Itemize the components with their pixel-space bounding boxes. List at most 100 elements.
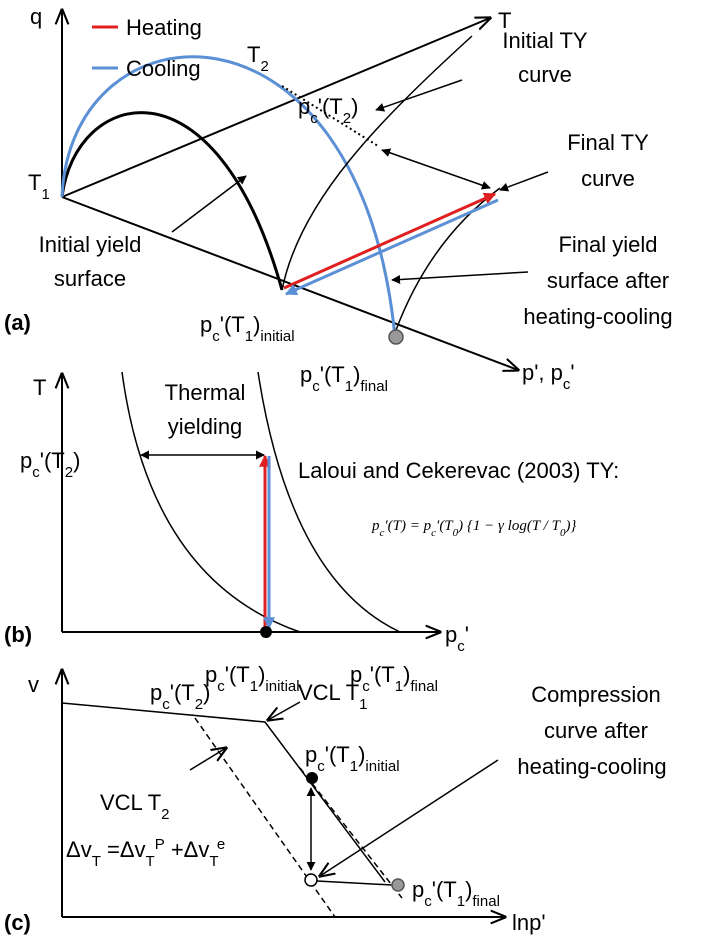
label: curve after <box>544 718 648 743</box>
dashed-line <box>299 767 403 899</box>
text-part: p <box>305 742 317 767</box>
ty-curve-initial <box>121 371 301 633</box>
text-part: 2 <box>260 58 268 75</box>
text-part: p <box>20 448 32 473</box>
text-part: 2 <box>161 806 169 823</box>
heating-arrow <box>283 192 497 290</box>
text-part: '(T <box>40 448 65 473</box>
text-part: p <box>350 662 362 687</box>
label: Thermal <box>165 380 246 405</box>
label: heating-cooling <box>517 754 666 779</box>
text-part: '(T <box>432 877 457 902</box>
text-part: VCL T <box>298 680 359 705</box>
label: surface after <box>547 268 669 293</box>
text-part: ) <box>358 742 365 767</box>
text-part: ′(T <box>436 518 454 534</box>
panel-letter: (c) <box>4 910 31 935</box>
text-part: c <box>563 376 571 393</box>
text-part: c <box>380 527 385 539</box>
text-part: p <box>200 312 212 337</box>
double-arrow <box>381 148 491 190</box>
text-part: c <box>424 893 432 910</box>
text-part: p', p <box>522 360 563 385</box>
text-part: ) <box>403 662 410 687</box>
pointer <box>499 171 549 192</box>
final-point <box>391 878 405 892</box>
text-part: ) <box>353 362 360 387</box>
text-part: p <box>371 518 380 534</box>
text-part: c <box>362 678 370 695</box>
text-part: 2 <box>65 464 73 481</box>
text-part: VCL T <box>100 790 161 815</box>
pointer <box>189 748 226 771</box>
text-part: T <box>247 42 260 67</box>
text-part: 0 <box>453 527 459 539</box>
open-point <box>304 873 318 887</box>
text-part: '(T <box>325 742 350 767</box>
pointer <box>171 175 247 233</box>
label: heating-cooling <box>523 304 672 329</box>
label: pc'(T2) <box>298 94 358 127</box>
panel-letter: (b) <box>4 622 32 647</box>
text-part: p <box>150 680 162 705</box>
initial-yield-surface <box>60 111 284 291</box>
final-point <box>388 329 404 345</box>
text-part: P <box>155 836 165 853</box>
text-part: 2 <box>343 110 351 127</box>
text-part: 1 <box>345 378 353 395</box>
cooling-arrow <box>284 198 499 296</box>
text-part: p <box>412 877 424 902</box>
text-part: 2 <box>195 696 203 713</box>
text-part: T <box>28 170 41 195</box>
text-part: ) <box>73 448 80 473</box>
text-part: '(T <box>320 362 345 387</box>
text-part: c <box>32 464 40 481</box>
point <box>260 626 272 638</box>
label: Initial yield <box>39 232 142 257</box>
pointer <box>375 79 463 112</box>
text-part: 1 <box>245 328 253 345</box>
text-part: c <box>457 638 465 655</box>
text-part: c <box>317 758 325 775</box>
panel-letter: (a) <box>4 310 31 335</box>
axis-label: T <box>33 375 46 400</box>
text-part: c <box>310 110 318 127</box>
label: Final TY <box>567 130 649 155</box>
text-part: 1 <box>41 186 49 203</box>
text-part: T <box>92 853 101 870</box>
label: curve <box>581 166 635 191</box>
text-part: =Δv <box>101 837 146 862</box>
pointer <box>320 759 499 876</box>
label: pc'(T1)initial <box>305 742 400 775</box>
label: pc'(T1)final <box>300 362 388 395</box>
text-part: c <box>312 378 320 395</box>
reference: Laloui and Cekerevac (2003) TY: <box>298 458 619 483</box>
text-part: ' <box>570 360 574 385</box>
text-part: '(T <box>220 312 245 337</box>
label: pc'(T1)final <box>350 662 438 695</box>
dotted-line <box>281 85 379 147</box>
text-part: ' <box>465 622 469 647</box>
text-part: p <box>298 94 310 119</box>
pointer <box>391 271 529 285</box>
axis-label: p', pc' <box>522 360 575 393</box>
label: T1 <box>28 170 50 203</box>
text-part: initial <box>260 328 294 345</box>
legend-label: Cooling <box>126 56 201 81</box>
text-part: +Δv <box>165 837 210 862</box>
label: Final yield <box>558 232 657 257</box>
label: yielding <box>168 414 243 439</box>
label: pc'(T1)initial <box>205 662 300 695</box>
label: Initial TY <box>502 28 588 53</box>
panel-a: q T p', pc' Heating Cooling T1 T2 pc'(T2… <box>4 4 673 395</box>
text-part: '(T <box>170 680 195 705</box>
label: pc'(T1)initial <box>200 312 295 345</box>
t-axis <box>61 18 490 198</box>
panel-b: T pc' Thermal yielding pc'(T2) Laloui an… <box>4 371 619 695</box>
text-part: c <box>212 328 220 345</box>
legend-label: Heating <box>126 15 202 40</box>
final-ty-curve <box>395 187 501 331</box>
text-part: ) <box>351 94 358 119</box>
text-part: initial <box>265 678 299 695</box>
